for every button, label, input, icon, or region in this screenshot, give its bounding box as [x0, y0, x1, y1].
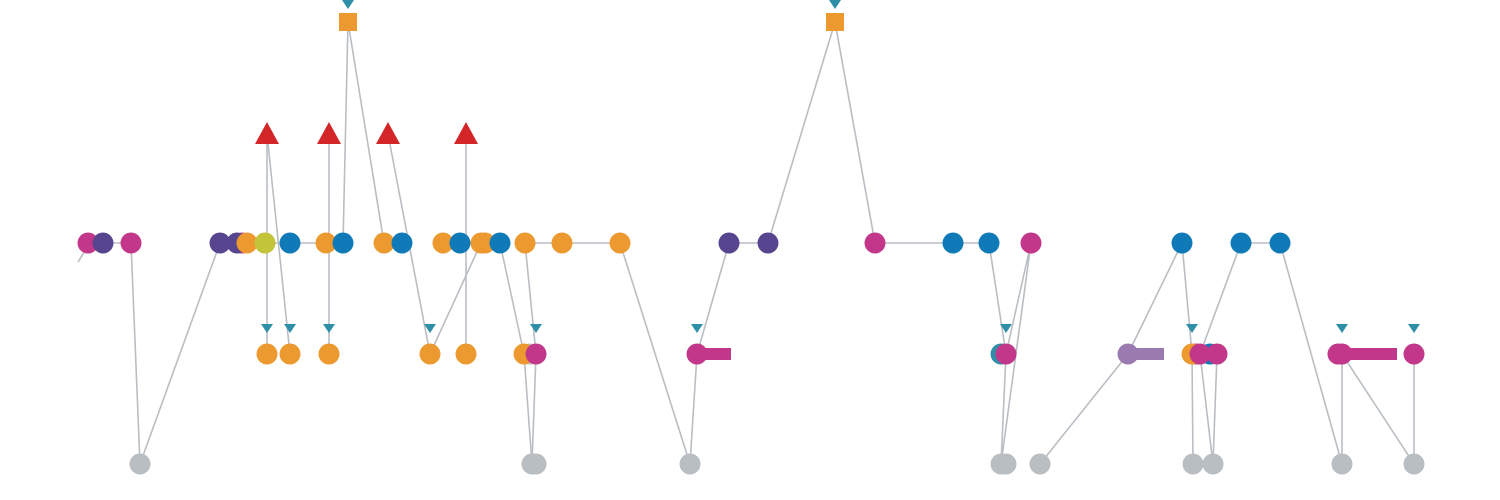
node-m10 [332, 232, 354, 254]
node-l15 [1403, 343, 1425, 365]
node-m11 [373, 232, 395, 254]
node-m14 [449, 232, 471, 254]
node-m21 [718, 232, 740, 254]
edge-m29-g8 [1279, 242, 1343, 465]
edge-l11-g6 [1191, 353, 1194, 465]
edge-g1-m4 [139, 242, 221, 465]
marker-l11 [1186, 324, 1198, 333]
edge-sq1-m10 [342, 21, 349, 244]
node-m1 [77, 232, 99, 254]
node-l1 [256, 343, 278, 365]
node-g4 [990, 453, 1012, 475]
edge-t1-l2 [266, 133, 291, 355]
bar-l14 [1342, 348, 1397, 360]
node-g5 [1029, 453, 1051, 475]
node-m18 [514, 232, 536, 254]
node-t1 [255, 122, 279, 144]
node-g9 [1403, 453, 1425, 475]
node-m8 [279, 232, 301, 254]
node-l12 [1189, 343, 1211, 365]
node-m22 [757, 232, 779, 254]
node-m9 [315, 232, 337, 254]
edge-l14-g9 [1341, 353, 1415, 465]
node-l3 [318, 343, 340, 365]
node-l9 [995, 343, 1017, 365]
edge-g3-l8 [689, 353, 698, 465]
edge-m28-l12 [1199, 242, 1242, 355]
node-m25 [978, 232, 1000, 254]
node-g6 [1182, 453, 1204, 475]
marker-l4 [424, 324, 436, 333]
node-t2 [317, 122, 341, 144]
edge-l4-m15 [429, 242, 482, 355]
edge-layer [77, 21, 1415, 465]
node-g7 [1202, 453, 1224, 475]
node-g3 [679, 453, 701, 475]
node-m28 [1230, 232, 1252, 254]
edge-sq1-m11 [347, 21, 385, 244]
node-m26 [1020, 232, 1042, 254]
edge-g5-l10 [1039, 353, 1129, 465]
marker-l9 [1000, 324, 1012, 333]
node-l8 [686, 343, 708, 365]
marker-l1 [261, 324, 273, 333]
node-layer [77, 0, 1425, 475]
edge-sq2-m23 [834, 21, 876, 244]
node-m24 [942, 232, 964, 254]
edge-l9-m26 [1005, 242, 1032, 355]
edge-l6-g2 [523, 353, 533, 465]
edge-m25-l9 [988, 242, 1007, 355]
node-m29 [1269, 232, 1291, 254]
node-g8 [1331, 453, 1353, 475]
marker-l7 [530, 324, 542, 333]
node-m27 [1171, 232, 1193, 254]
node-m4 [209, 232, 231, 254]
node-sq1 [339, 13, 357, 31]
marker-l14 [1336, 324, 1348, 333]
node-g2 [521, 453, 543, 475]
node-l2 [279, 343, 301, 365]
node-m6 [236, 232, 258, 254]
node-m20 [609, 232, 631, 254]
marker-sq2 [829, 0, 841, 9]
marker-l2 [284, 324, 296, 333]
node-m12 [391, 232, 413, 254]
node-m2 [92, 232, 114, 254]
marker-l8 [691, 324, 703, 333]
node-l10 [1117, 343, 1139, 365]
node-l13 [1206, 343, 1228, 365]
node-m16 [474, 232, 496, 254]
marker-l3 [323, 324, 335, 333]
edge-m18-l7 [524, 242, 537, 355]
node-t3 [376, 122, 400, 144]
node-m13 [432, 232, 454, 254]
node-l4 [419, 343, 441, 365]
node-sq2 [826, 13, 844, 31]
node-m19 [551, 232, 573, 254]
node-m7 [254, 232, 276, 254]
node-l7 [525, 343, 547, 365]
edge-m22-sq2 [767, 21, 836, 244]
edge-l8-m21 [696, 242, 730, 355]
node-m17 [489, 232, 511, 254]
edge-l12-g7 [1199, 353, 1214, 465]
edge-l10-m27 [1127, 242, 1183, 355]
marker-l15 [1408, 324, 1420, 333]
edge-m20-g3 [619, 242, 691, 465]
edge-m3-g1 [130, 242, 141, 465]
node-m3 [120, 232, 142, 254]
edge-l9-g4 [1000, 353, 1007, 465]
edge-l7-g2 [531, 353, 537, 465]
node-t4 [454, 122, 478, 144]
edge-m17-l6 [499, 242, 525, 355]
node-l14 [1331, 343, 1353, 365]
node-m23 [864, 232, 886, 254]
edge-l13-g7 [1212, 353, 1218, 465]
edge-m27-l11 [1181, 242, 1193, 355]
marker-sq1 [342, 0, 354, 9]
node-l5 [455, 343, 477, 365]
node-g1 [129, 453, 151, 475]
